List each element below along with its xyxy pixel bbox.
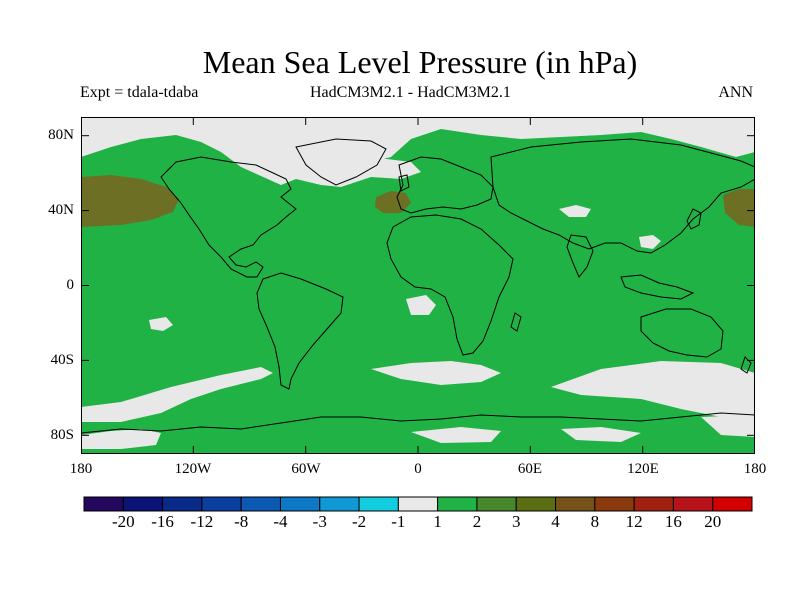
europe-coast: [396, 156, 494, 214]
y-label-80n: 80N: [48, 127, 74, 143]
colorbar-swatch: [476, 496, 517, 512]
colorbar-label: 1: [433, 512, 442, 531]
south-america-coast: [256, 272, 344, 390]
x-label-60w: 60W: [291, 461, 321, 477]
y-label-0: 0: [66, 277, 75, 293]
near-zero-regions: [81, 117, 755, 449]
antarctic-gray-4: [701, 415, 755, 437]
colorbar-label: 8: [590, 512, 600, 531]
north-america-coast: [160, 156, 297, 278]
africa-coast: [386, 214, 514, 356]
colorbar-swatch: [319, 496, 360, 512]
x-label-120w: 120W: [174, 461, 212, 477]
madagascar-coast: [510, 312, 522, 332]
colorbar-swatch: [240, 496, 281, 512]
antarctic-gray-2: [411, 427, 501, 443]
colorbar-swatch: [712, 496, 753, 512]
antarctic-gray-3: [561, 427, 641, 442]
southern-band-atlantic: [371, 361, 501, 385]
y-label-40s: 40S: [50, 352, 74, 368]
colorbar-label: 12: [625, 512, 643, 531]
colorbar-swatch: [358, 496, 399, 512]
india-coast: [566, 234, 594, 278]
colorbar-label: 2: [472, 512, 482, 531]
indonesia-coast: [620, 274, 695, 300]
colorbar: [83, 496, 753, 512]
southern-band-west: [81, 367, 273, 422]
axis-ticks: [81, 117, 755, 454]
x-label-0: 0: [414, 461, 422, 477]
british-isles-coast: [398, 174, 410, 192]
colorbar-swatch: [122, 496, 164, 512]
model-comparison-label: HadCM3M2.1 - HadCM3M2.1: [310, 84, 511, 101]
north-pacific-east-brown: [723, 189, 755, 227]
north-pacific-west-brown: [81, 175, 179, 227]
colorbar-label: -16: [151, 512, 174, 531]
colorbar-swatch: [279, 496, 321, 512]
pacific-gray-patch: [639, 235, 661, 249]
arctic-gray-region: [81, 117, 755, 185]
y-label-40n: 40N: [48, 202, 74, 218]
japan-coast: [686, 208, 702, 230]
antarctica-coast: [81, 412, 755, 434]
new-zealand-coast: [740, 356, 752, 374]
colorbar-swatch: [672, 496, 714, 512]
colorbar-label: -3: [312, 512, 327, 531]
x-label-180-right: 180: [743, 461, 767, 477]
south-pacific-gray-patch: [149, 317, 173, 331]
north-atlantic-gray-region: [271, 147, 421, 187]
colorbar-label: -8: [234, 512, 249, 531]
high-anomaly-regions: [81, 175, 755, 227]
colorbar-swatch: [201, 496, 242, 512]
australia-coast: [640, 308, 724, 358]
atlantic-gray-patch: [406, 295, 436, 315]
colorbar-label: 16: [664, 512, 682, 531]
colorbar-label: -2: [351, 512, 367, 531]
y-label-80s: 80S: [50, 427, 74, 443]
x-label-60e: 60E: [517, 461, 543, 477]
colorbar-label: 3: [511, 512, 521, 531]
x-label-120e: 120E: [627, 461, 659, 477]
map-background-field: [81, 117, 755, 454]
season-label: ANN: [718, 84, 753, 101]
colorbar-swatch: [594, 496, 635, 512]
colorbar-label: -20: [111, 512, 135, 531]
colorbar-label: 20: [704, 512, 722, 531]
x-label-180-left: 180: [69, 461, 93, 477]
colorbar-swatch: [555, 496, 596, 512]
southern-band-indian: [551, 361, 755, 419]
asia-gray-patch: [559, 205, 591, 217]
pressure-map: [81, 117, 755, 454]
colorbar-swatch: [397, 496, 439, 512]
coastlines: [81, 138, 755, 434]
colorbar-swatch: [437, 496, 478, 512]
colorbar-swatch: [633, 496, 674, 512]
colorbar-swatch: [162, 496, 203, 512]
colorbar-label: 4: [551, 512, 560, 531]
north-atlantic-brown: [375, 191, 411, 213]
experiment-label: Expt = tdala-tdaba: [80, 84, 199, 101]
antarctic-gray-region: [81, 429, 161, 449]
colorbar-label: -12: [190, 512, 214, 531]
asia-coast: [490, 138, 755, 254]
colorbar-swatch: [83, 496, 124, 512]
colorbar-swatch: [515, 496, 557, 512]
colorbar-label: -1: [391, 512, 406, 531]
colorbar-label: -4: [273, 512, 288, 531]
greenland-coast: [295, 138, 387, 186]
chart-title: Mean Sea Level Pressure (in hPa): [202, 44, 638, 80]
